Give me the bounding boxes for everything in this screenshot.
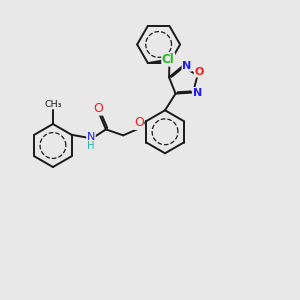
Text: O: O xyxy=(194,67,204,77)
Text: N: N xyxy=(193,88,202,98)
Text: CH₃: CH₃ xyxy=(44,100,62,109)
Text: N: N xyxy=(87,132,95,142)
Text: O: O xyxy=(134,116,144,129)
Text: O: O xyxy=(93,102,103,115)
Text: H: H xyxy=(87,141,95,151)
Text: N: N xyxy=(182,61,191,71)
Text: Cl: Cl xyxy=(162,53,175,66)
